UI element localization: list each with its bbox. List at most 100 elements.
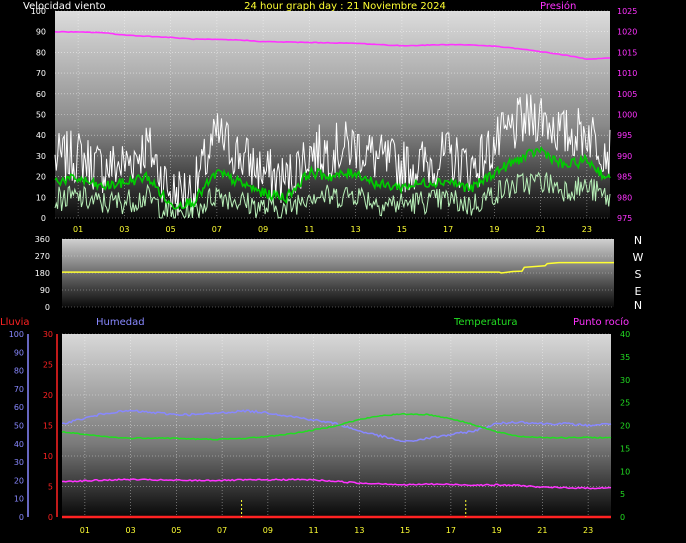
pressure-tick-label: 1005	[617, 90, 637, 99]
climate-grid	[62, 333, 611, 518]
temperature-tick-label: 10	[620, 467, 630, 476]
temperature-axis-label: Temperatura	[453, 317, 518, 328]
rain-axis-label: Lluvia	[0, 317, 30, 328]
wind-tick-label: 40	[36, 131, 46, 140]
temperature-tick-label: 40	[620, 330, 630, 339]
compass-w: W	[633, 251, 644, 264]
hour-tick-label: 19	[492, 526, 502, 535]
direction-series	[62, 261, 614, 274]
hour-tick-label: 13	[351, 225, 361, 234]
rain-tick-label: 25	[43, 361, 53, 370]
humidity-line	[62, 409, 612, 443]
temperature-tick-label: 35	[620, 353, 630, 362]
temperature-tick-label: 20	[620, 422, 630, 431]
humidity-tick-label: 40	[14, 440, 24, 449]
direction-grid	[62, 238, 614, 308]
pressure-tick-label: 1025	[617, 7, 637, 16]
pressure-tick-label: 1010	[617, 69, 637, 78]
dewpoint-line	[61, 478, 612, 490]
humidity-tick-label: 0	[19, 513, 24, 522]
temperature-tick-label: 0	[620, 513, 625, 522]
dewpoint-axis-label: Punto rocío	[573, 316, 629, 328]
temperature-tick-label: 5	[620, 490, 625, 499]
compass-n-top: N	[634, 234, 642, 247]
temperature-tick-label: 30	[620, 376, 630, 385]
hour-tick-label: 01	[73, 225, 83, 234]
wind-low-line	[54, 171, 611, 219]
wind-tick-label: 90	[36, 28, 46, 37]
direction-tick-label: 180	[35, 269, 50, 278]
wind-gust-line	[54, 94, 611, 217]
pressure-tick-label: 975	[617, 214, 632, 223]
pressure-tick-label: 990	[617, 152, 632, 161]
wind-average-line	[54, 145, 611, 210]
compass-s: S	[635, 268, 642, 281]
humidity-tick-label: 10	[14, 495, 24, 504]
rain-tick-label: 5	[48, 483, 53, 492]
hour-tick-label: 19	[489, 225, 499, 234]
humidity-tick-label: 60	[14, 403, 24, 412]
hour-tick-label: 09	[258, 225, 268, 234]
pressure-axis-label: Presión	[540, 0, 576, 12]
wind-tick-label: 50	[36, 111, 46, 120]
humidity-tick-label: 50	[14, 422, 24, 431]
compass-n-bottom: N	[634, 299, 642, 312]
humidity-tick-label: 20	[14, 476, 24, 485]
hour-tick-label: 07	[217, 526, 227, 535]
humidity-tick-label: 100	[9, 330, 24, 339]
humidity-axis-label: Humedad	[96, 317, 145, 328]
compass-e: E	[635, 285, 642, 298]
direction-tick-label: 360	[35, 235, 50, 244]
pressure-tick-label: 980	[617, 193, 632, 202]
pressure-line	[54, 30, 611, 61]
hour-tick-label: 01	[80, 526, 90, 535]
wind-tick-label: 70	[36, 69, 46, 78]
temperature-tick-label: 25	[620, 399, 630, 408]
hour-tick-label: 23	[582, 225, 592, 234]
hour-tick-label: 05	[166, 225, 176, 234]
wind-axis-label: Velocidad viento	[23, 1, 106, 12]
wind-tick-label: 60	[36, 90, 46, 99]
hour-tick-label: 05	[171, 526, 181, 535]
pressure-tick-label: 1015	[617, 48, 637, 57]
rain-tick-label: 20	[43, 391, 53, 400]
hour-tick-label: 03	[119, 225, 129, 234]
temperature-tick-label: 15	[620, 444, 630, 453]
hour-tick-label: 21	[537, 526, 547, 535]
hour-tick-label: 15	[400, 526, 410, 535]
pressure-tick-label: 985	[617, 173, 632, 182]
temperature-line	[61, 412, 612, 441]
rain-tick-label: 30	[43, 330, 53, 339]
humidity-tick-label: 70	[14, 385, 24, 394]
wind-tick-label: 30	[36, 152, 46, 161]
page-title: 24 hour graph day : 21 Noviembre 2024	[244, 1, 446, 12]
hour-tick-label: 17	[446, 526, 456, 535]
direction-tick-label: 0	[45, 303, 50, 312]
hour-tick-label: 09	[263, 526, 273, 535]
wind-tick-label: 10	[36, 193, 46, 202]
hour-tick-label: 15	[397, 225, 407, 234]
pressure-tick-label: 1020	[617, 28, 637, 37]
direction-tick-label: 270	[35, 252, 50, 261]
pressure-tick-label: 1000	[617, 111, 637, 120]
hour-tick-label: 17	[443, 225, 453, 234]
axes: 0102030405060708090100975980985990995100…	[9, 7, 638, 535]
wind-tick-label: 100	[31, 7, 46, 16]
hour-tick-label: 21	[536, 225, 546, 234]
rain-tick-label: 15	[43, 422, 53, 431]
humidity-tick-label: 80	[14, 367, 24, 376]
wind-direction-line	[62, 261, 614, 274]
wind-tick-label: 0	[41, 214, 46, 223]
wind-tick-label: 80	[36, 48, 46, 57]
hour-tick-label: 11	[309, 526, 319, 535]
hour-tick-label: 07	[212, 225, 222, 234]
wind-series	[54, 30, 611, 219]
humidity-tick-label: 30	[14, 458, 24, 467]
hour-tick-label: 11	[304, 225, 314, 234]
rain-tick-label: 10	[43, 452, 53, 461]
hour-tick-label: 13	[354, 526, 364, 535]
humidity-tick-label: 90	[14, 348, 24, 357]
climate-series	[61, 409, 612, 519]
hour-tick-label: 03	[126, 526, 136, 535]
